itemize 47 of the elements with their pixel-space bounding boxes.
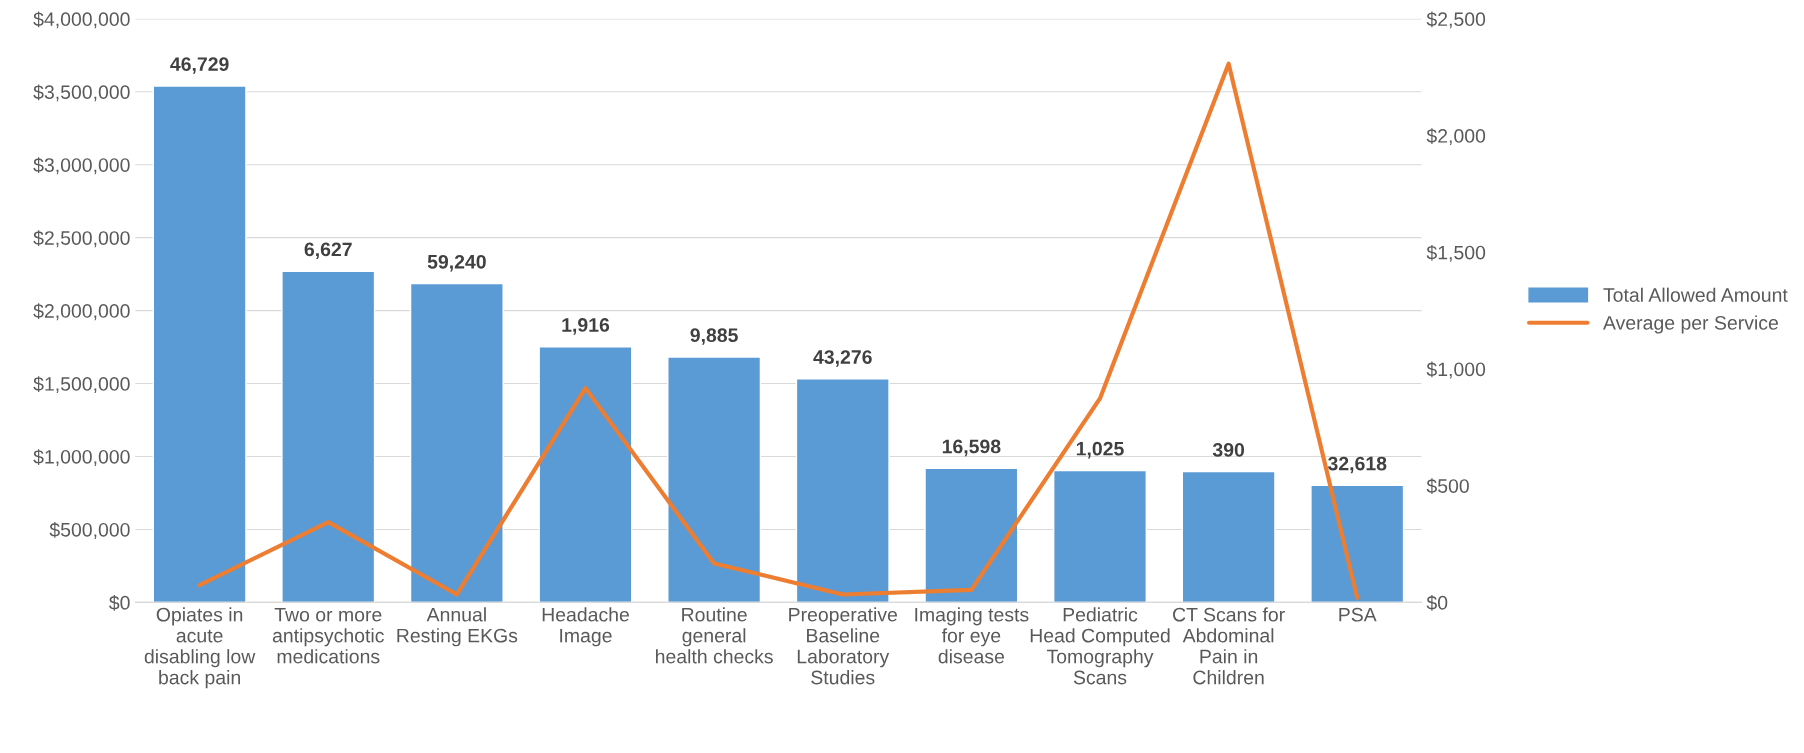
y2-tick-label: $0: [1426, 595, 1448, 611]
bar: [538, 346, 633, 603]
x-tick-label: CT Scans for Abdominal Pain in Children: [1173, 607, 1285, 685]
bar: [152, 85, 247, 603]
y-tick-label: $3,000,000: [33, 157, 130, 175]
x-tick-label: PSA: [1339, 607, 1377, 622]
bar: [281, 270, 376, 603]
x-tick-label: Pediatric Head Computed Tomography Scans: [1030, 607, 1170, 685]
y-tick-label: $3,500,000: [33, 84, 130, 102]
x-tick-label: Headache Image: [542, 607, 629, 647]
legend-label: Total Allowed Amount: [1603, 287, 1788, 302]
x-tick-label: Routine general health checks: [656, 607, 773, 664]
y-tick-label: $2,500,000: [33, 230, 130, 248]
y-tick-label: $500,000: [49, 522, 130, 539]
annotation: 32,618: [1327, 456, 1387, 474]
x-tick-label: Preoperative Baseline Laboratory Studies: [789, 607, 897, 685]
bar: [409, 282, 504, 603]
y2-tick-label: $1,500: [1426, 244, 1486, 262]
y2-tick-label: $1,000: [1426, 361, 1486, 379]
bar: [1052, 469, 1147, 603]
y2-tick-label: $2,000: [1426, 128, 1486, 146]
annotation: 1,025: [1076, 441, 1124, 459]
y-tick-label: $2,000,000: [33, 303, 130, 321]
y-tick-label: $1,500,000: [33, 376, 130, 394]
bar: [924, 467, 1019, 603]
y-tick-label: $0: [109, 595, 130, 611]
annotation: 43,276: [813, 350, 872, 367]
y2-tick-label: $2,500: [1426, 11, 1486, 29]
bar: [667, 356, 762, 603]
y-tick-label: $1,000,000: [33, 449, 130, 467]
annotation: 6,627: [304, 242, 352, 260]
x-tick-label: Two or more antipsychotic medications: [272, 607, 384, 664]
annotation: 46,729: [170, 57, 229, 74]
y-tick-label: $4,000,000: [33, 11, 130, 29]
bar: [795, 378, 890, 603]
annotation: 9,885: [690, 328, 738, 345]
annotation: 1,916: [562, 318, 610, 335]
annotation: 390: [1212, 442, 1245, 457]
legend-label: Average per Service: [1603, 315, 1778, 334]
bar: [1310, 484, 1405, 603]
annotation: 16,598: [942, 439, 1001, 457]
x-tick-label: Imaging tests for eye disease: [915, 607, 1029, 664]
bar: [1181, 470, 1276, 603]
x-tick-label: Annual Resting EKGs: [397, 607, 518, 647]
annotation: 59,240: [427, 254, 486, 272]
y2-tick-label: $500: [1426, 478, 1469, 495]
x-tick-label: Opiates in acute disabling low back pain: [144, 607, 256, 689]
